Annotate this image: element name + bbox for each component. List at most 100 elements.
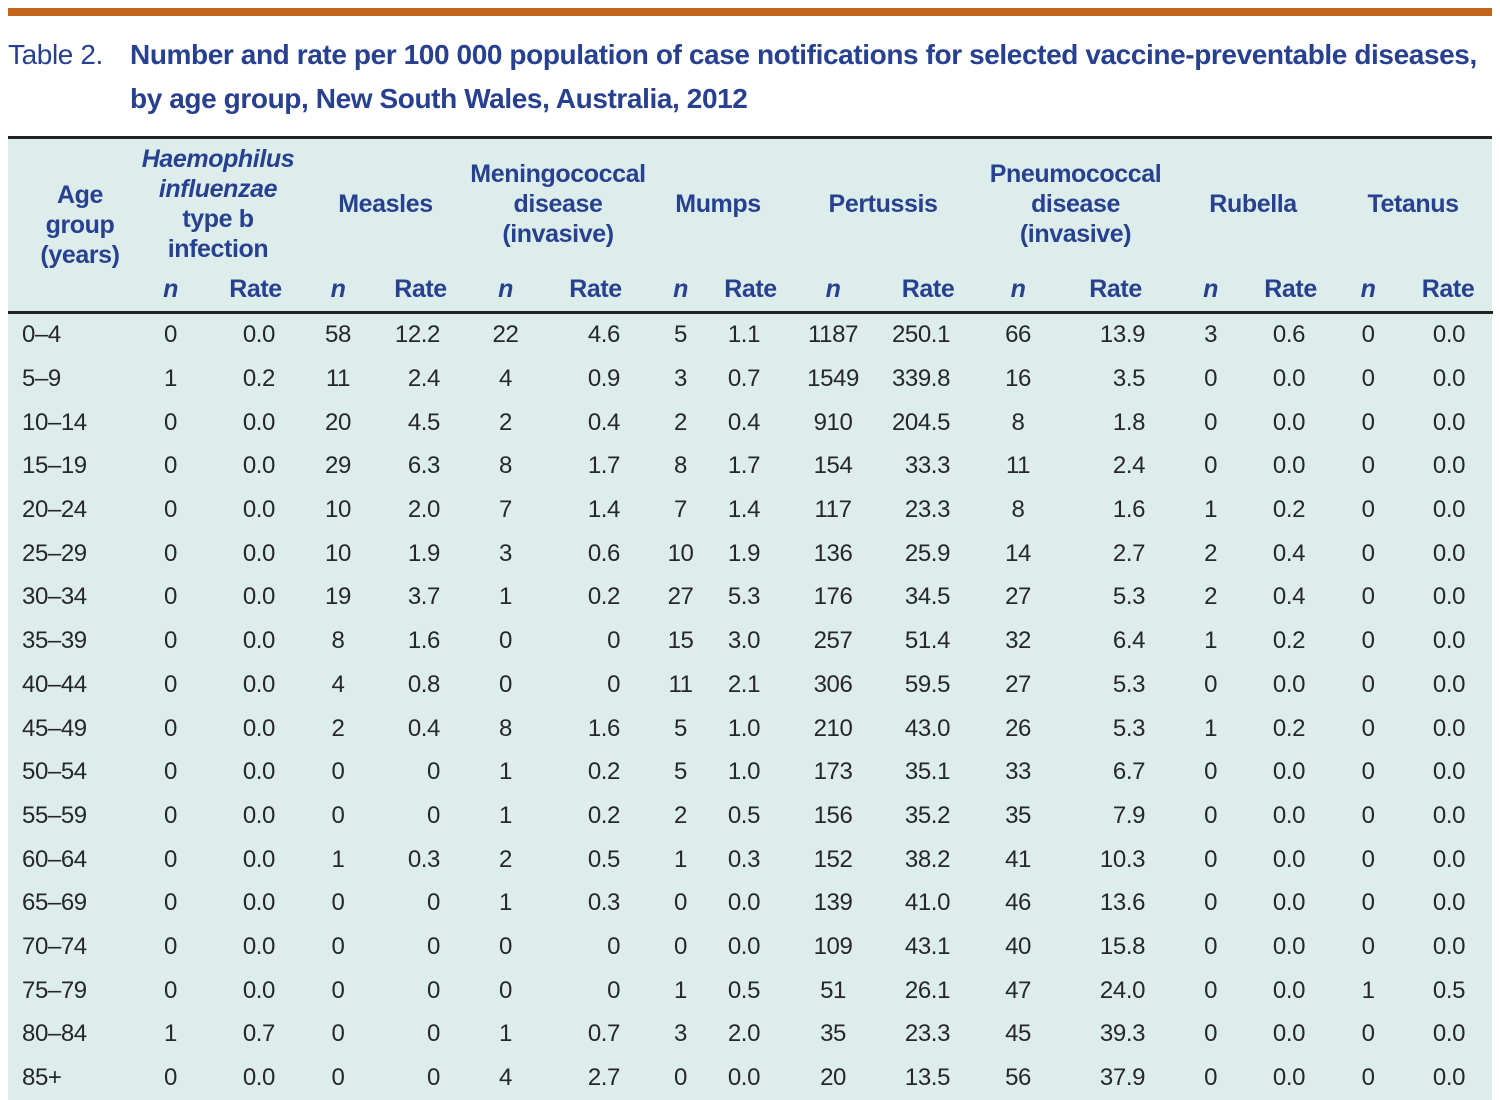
column-header-pneumococcal-label: Pneumococcal disease (invasive) [989, 160, 1162, 248]
rate-cell: 0.0 [242, 889, 276, 917]
rate-cell: 0.3 [727, 845, 761, 873]
rate-cell: 0.0 [242, 976, 276, 1004]
n-cell: 40 [1005, 932, 1031, 960]
table-row: 75–79 0 0.0 0 0 0 0 1 0.5 51 26.1 47 24.0 0 0.0 1 0.5 [8, 969, 1493, 1013]
rate-cell: 0.0 [1272, 1020, 1306, 1048]
table-caption: Table 2. Number and rate per 100 000 pop… [8, 33, 1492, 121]
rate-cell: 0.0 [1272, 1064, 1306, 1092]
rate-cell: 0.0 [242, 758, 276, 786]
n-cell: 0 [1361, 801, 1375, 829]
n-cell: 5 [674, 321, 687, 349]
subheader-rate-tetanus: Rate [1421, 275, 1475, 304]
rate-cell: 25.9 [904, 539, 951, 567]
n-cell: 1 [164, 365, 177, 393]
n-cell: 0 [331, 976, 345, 1004]
rate-cell: 0.7 [727, 365, 761, 393]
subheader-rate-pneumococcal: Rate [1089, 275, 1142, 304]
n-cell: 0 [1204, 976, 1218, 1004]
n-cell: 7 [674, 496, 687, 524]
rate-cell: 6.7 [1112, 758, 1146, 786]
rate-cell: 35.1 [904, 758, 951, 786]
column-header-hib: Haemophilus influenzae type b infection [133, 139, 303, 269]
rate-cell: 0.0 [727, 1064, 761, 1092]
n-cell: 0 [164, 583, 177, 611]
rate-cell: 0 [607, 670, 621, 698]
rate-cell: 0.4 [1272, 539, 1306, 567]
n-cell: 0 [164, 758, 177, 786]
rate-cell: 0.0 [1432, 1020, 1466, 1048]
n-cell: 3 [1204, 321, 1218, 349]
n-cell: 0 [164, 539, 177, 567]
n-cell: 0 [164, 889, 177, 917]
n-cell: 1 [499, 758, 512, 786]
rate-cell: 34.5 [904, 583, 951, 611]
rate-cell: 0.7 [242, 1020, 276, 1048]
n-cell: 0 [1204, 932, 1218, 960]
rate-cell: 26.1 [904, 976, 951, 1004]
rate-cell: 0.2 [1272, 496, 1306, 524]
rate-cell: 0.0 [1272, 365, 1306, 393]
rate-cell: 2.7 [1112, 539, 1146, 567]
age-cell: 25–29 [22, 539, 87, 567]
rate-cell: 0.0 [1432, 758, 1466, 786]
rate-cell: 0.0 [1272, 976, 1306, 1004]
n-cell: 1 [499, 889, 512, 917]
rate-cell: 6.3 [407, 452, 441, 480]
rate-cell: 2.1 [727, 670, 761, 698]
rate-cell: 0.5 [1432, 976, 1466, 1004]
subheader-rate-meningococcal: Rate [569, 275, 622, 304]
rate-cell: 1.9 [727, 539, 761, 567]
column-header-hib-label: type b infection [167, 205, 269, 263]
rate-cell: 4.6 [587, 321, 621, 349]
rate-cell: 13.9 [1099, 321, 1146, 349]
table-row: 5–9 1 0.2 11 2.4 4 0.9 3 0.7 1549 339.8 16 3.5 0 0.0 0 0… [8, 357, 1493, 401]
n-cell: 1 [674, 845, 687, 873]
age-cell: 55–59 [22, 801, 87, 829]
n-cell: 0 [1204, 801, 1218, 829]
rate-cell: 0.0 [727, 932, 761, 960]
rate-cell: 15.8 [1099, 932, 1146, 960]
column-header-mumps-label: Mumps [675, 190, 761, 218]
column-header-pertussis: Pertussis [788, 139, 978, 269]
n-cell: 1 [499, 1020, 512, 1048]
rate-cell: 41.0 [904, 889, 951, 917]
rate-cell: 0.0 [242, 496, 276, 524]
n-cell: 0 [1204, 1020, 1218, 1048]
age-cell: 45–49 [22, 714, 87, 742]
n-cell: 7 [499, 496, 512, 524]
subheader-n-hib: n [163, 275, 178, 304]
table-row: 40–44 0 0.0 4 0.8 0 0 11 2.1 306 59.5 27 5.3 0 0.0 0 0.0 [8, 663, 1493, 707]
n-cell: 0 [1361, 714, 1375, 742]
age-cell: 50–54 [22, 758, 87, 786]
rate-cell: 0 [427, 932, 440, 960]
rate-cell: 33.3 [904, 452, 951, 480]
n-cell: 306 [813, 670, 853, 698]
column-header-tetanus-label: Tetanus [1367, 190, 1459, 218]
n-cell: 0 [164, 976, 177, 1004]
rate-cell: 0.0 [1432, 452, 1466, 480]
rate-cell: 0.0 [242, 1064, 276, 1092]
n-cell: 1187 [808, 321, 859, 349]
rate-cell: 0.0 [1432, 365, 1466, 393]
rate-cell: 35.2 [904, 801, 951, 829]
column-header-meningococcal-label: Meningococcal disease (invasive) [470, 160, 646, 248]
n-cell: 19 [325, 583, 351, 611]
n-cell: 2 [499, 408, 512, 436]
rate-cell: 3.0 [727, 627, 761, 655]
rate-cell: 0.3 [407, 845, 441, 873]
n-cell: 20 [820, 1064, 846, 1092]
rate-cell: 0 [427, 1064, 440, 1092]
rate-cell: 43.1 [904, 932, 951, 960]
rate-cell: 1.8 [1112, 408, 1146, 436]
n-cell: 0 [1361, 583, 1375, 611]
rate-cell: 1.6 [587, 714, 621, 742]
rate-cell: 0.0 [1432, 496, 1466, 524]
rate-cell: 4.5 [407, 408, 441, 436]
rate-cell: 0.0 [242, 627, 276, 655]
rate-cell: 0.0 [1432, 714, 1466, 742]
rate-cell: 0.0 [1432, 1064, 1466, 1092]
n-cell: 0 [674, 932, 687, 960]
n-cell: 0 [331, 758, 345, 786]
rate-cell: 1.0 [727, 714, 761, 742]
n-cell: 20 [325, 408, 351, 436]
